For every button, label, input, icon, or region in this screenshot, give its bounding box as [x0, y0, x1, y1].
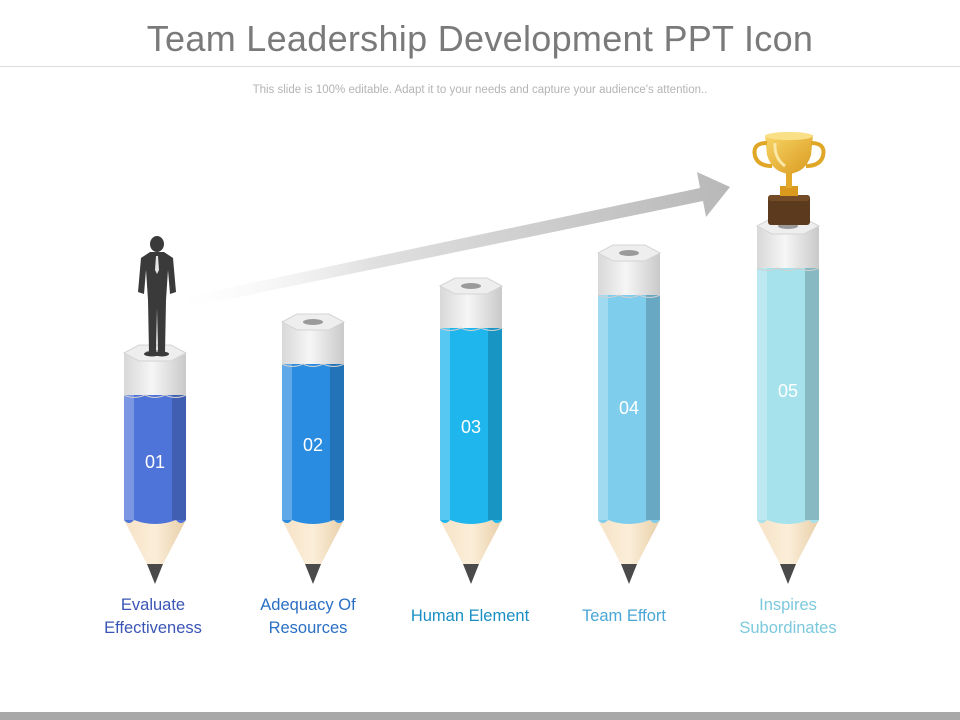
pencil-tip: [282, 520, 344, 566]
step-label-2-line1: Adequacy Of: [260, 596, 356, 614]
step-label-4-line1: Team Effort: [581, 607, 667, 625]
pencil-3: 03: [438, 277, 504, 584]
step-label-2: Adequacy Of Resources: [233, 594, 383, 640]
pencil-lead: [305, 564, 321, 584]
step-label-1: Evaluate Effectiveness: [78, 594, 228, 640]
pencil-tip: [440, 520, 502, 566]
trophy-icon: [752, 132, 826, 225]
step-label-3: Human Element: [395, 605, 545, 628]
step-label-5-line1: Inspires: [759, 596, 817, 614]
step-label-1-line2: Effectiveness: [104, 619, 202, 637]
footer-bar: [0, 712, 960, 720]
step-label-1-line1: Evaluate: [120, 596, 186, 614]
step-number-5: 05: [778, 381, 798, 401]
step-number-4: 04: [619, 398, 639, 418]
step-label-5-line2: Subordinates: [739, 619, 837, 637]
pencil-5: 05: [755, 217, 821, 584]
growth-arrow-icon: [180, 172, 730, 308]
pencil-body: [282, 364, 344, 524]
title-divider: [0, 66, 960, 67]
pencil-body: [757, 268, 819, 524]
pencil-2: 02: [280, 313, 346, 584]
step-label-4: Team Effort: [549, 605, 699, 628]
pencil-body: [124, 395, 186, 524]
pencil-1: 01: [122, 344, 188, 584]
step-number-3: 03: [461, 417, 481, 437]
pencil-lead: [780, 564, 796, 584]
pencil-tip: [124, 520, 186, 566]
step-label-3-line1: Human Element: [410, 607, 530, 625]
businessman-icon: [138, 236, 176, 357]
step-number-1: 01: [145, 452, 165, 472]
pencil-lead: [147, 564, 163, 584]
step-label-5: Inspires Subordinates: [713, 594, 863, 640]
pencil-tip: [757, 520, 819, 566]
pencil-4: 04: [596, 244, 662, 584]
pencil-body: [440, 328, 502, 524]
step-number-2: 02: [303, 435, 323, 455]
step-label-2-line2: Resources: [268, 619, 348, 637]
slide-title: Team Leadership Development PPT Icon: [146, 18, 814, 59]
pencil-body: [598, 295, 660, 524]
pencil-lead: [463, 564, 479, 584]
slide-subtitle: This slide is 100% editable. Adapt it to…: [252, 84, 708, 96]
pencil-tip: [598, 520, 660, 566]
pencil-lead: [621, 564, 637, 584]
